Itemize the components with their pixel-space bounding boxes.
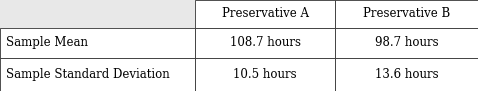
Bar [0,28,195,58]
Bar [195,28,335,58]
Bar [195,58,335,91]
Bar [335,0,478,28]
Text: 108.7 hours: 108.7 hours [229,36,301,49]
Text: Preservative B: Preservative B [363,7,450,20]
Text: Sample Standard Deviation: Sample Standard Deviation [6,68,170,81]
Text: Preservative A: Preservative A [221,7,309,20]
Bar [0,58,195,91]
Text: 98.7 hours: 98.7 hours [375,36,438,49]
Text: 10.5 hours: 10.5 hours [233,68,297,81]
Bar [335,28,478,58]
Text: 13.6 hours: 13.6 hours [375,68,438,81]
Bar [195,0,335,28]
Bar [335,58,478,91]
Text: Sample Mean: Sample Mean [6,36,88,49]
